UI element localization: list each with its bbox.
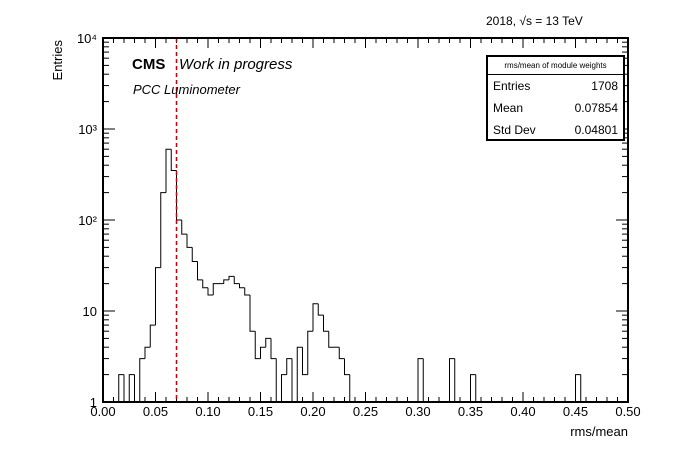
stats-row-stddev: Std Dev 0.04801 (488, 119, 623, 141)
histogram-bin (160, 192, 166, 268)
histogram-bin (249, 294, 256, 332)
histogram-bin (244, 287, 250, 296)
histogram-bin (155, 267, 161, 326)
histogram-bins (118, 148, 582, 403)
plot-frame (102, 37, 629, 403)
histogram-bin (291, 358, 298, 403)
x-tick-label: 0.20 (300, 404, 325, 419)
y-tick-label: 1 (90, 395, 97, 410)
histogram-bin (344, 358, 350, 376)
histogram-bin (317, 303, 324, 316)
histogram-bin (176, 170, 182, 221)
x-tick-label: 0.10 (195, 404, 220, 419)
histogram-bin (417, 358, 424, 402)
histogram-bin (338, 347, 345, 360)
x-tick-label: 0.00 (90, 404, 115, 419)
stats-value: 0.07854 (574, 101, 618, 115)
x-tick-label: 0.35 (458, 404, 483, 419)
histogram-bin (212, 283, 219, 295)
histogram-bin (470, 374, 476, 402)
histogram-bin (123, 374, 130, 403)
stats-value: 0.04801 (574, 123, 618, 137)
x-tick-label: 0.45 (563, 404, 588, 419)
histogram-bin (144, 346, 151, 359)
histogram-bin (328, 331, 334, 348)
histogram-bin (202, 279, 208, 289)
detector-label: PCC Luminometer (133, 82, 240, 97)
histogram-bin (260, 346, 266, 359)
histogram-bin (149, 324, 156, 348)
stats-title: rms/mean of module weights (488, 57, 623, 75)
histogram-bin (118, 374, 124, 402)
x-tick-label: 0.40 (510, 404, 535, 419)
histogram-bin (254, 331, 261, 360)
histogram-bin (207, 287, 214, 296)
histogram-bin (270, 338, 277, 360)
histogram-bin (128, 374, 135, 402)
histogram-bin (265, 337, 271, 348)
histogram-bin (139, 358, 145, 402)
y-tick-label: 10 (83, 304, 97, 319)
histogram-bin (170, 149, 177, 171)
y-tick-label: 10⁴ (77, 31, 97, 46)
x-tick-label: 0.50 (615, 404, 640, 419)
x-tick-label: 0.30 (405, 404, 430, 419)
stats-label: Std Dev (493, 123, 536, 137)
histogram-bin (281, 374, 287, 402)
x-tick-label: 0.25 (353, 404, 378, 419)
histogram-bin (165, 148, 172, 193)
histogram-bin (449, 358, 455, 402)
histogram-bin (197, 261, 203, 281)
stats-row-entries: Entries 1708 (488, 75, 623, 97)
histogram-bin (233, 276, 240, 285)
y-tick-label: 10² (78, 213, 97, 228)
histogram-bin (191, 247, 198, 262)
stats-value: 1708 (591, 79, 618, 93)
stats-label: Mean (493, 101, 524, 115)
stats-row-mean: Mean 0.07854 (488, 97, 623, 119)
energy-label: 2018, √s = 13 TeV (486, 14, 583, 28)
stats-box: rms/mean of module weights Entries 1708 … (486, 55, 625, 141)
histogram-bin (275, 358, 282, 403)
histogram-bin (575, 374, 581, 402)
y-axis-title: Entries (50, 40, 65, 81)
histogram-bin (323, 315, 329, 332)
x-tick-label: 0.15 (248, 404, 273, 419)
histogram-bin (223, 279, 229, 284)
x-tick-label: 0.05 (143, 404, 168, 419)
histogram-bin (181, 220, 187, 235)
stats-label: Entries (493, 79, 531, 93)
histogram-bin (296, 346, 303, 402)
histogram-bin (186, 234, 193, 248)
x-axis-title: rms/mean (570, 424, 628, 439)
histogram-bin (312, 303, 319, 332)
experiment-label: CMS (132, 56, 166, 73)
status-label: Work in progress (179, 56, 293, 73)
y-tick-label: 10³ (78, 122, 97, 137)
histogram-bin (307, 330, 313, 375)
histogram-bin (134, 374, 140, 403)
histogram-bin (302, 347, 308, 376)
histogram-bin (239, 283, 245, 289)
histogram-bin (228, 275, 235, 280)
histogram-bin (286, 358, 292, 375)
